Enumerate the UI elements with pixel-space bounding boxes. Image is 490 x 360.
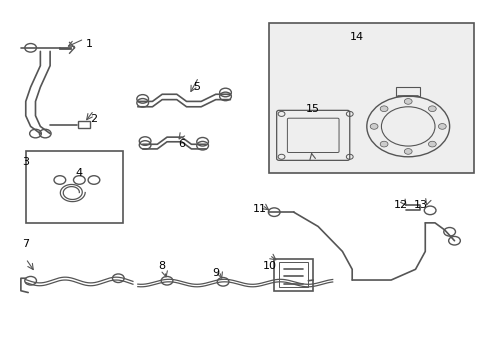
Bar <box>274 258 313 291</box>
Bar <box>396 87 420 96</box>
Text: 15: 15 <box>306 104 320 113</box>
Circle shape <box>404 149 412 154</box>
Text: 14: 14 <box>350 32 364 42</box>
Text: 11: 11 <box>253 203 267 213</box>
Text: 8: 8 <box>159 261 166 271</box>
Text: 13: 13 <box>414 200 427 210</box>
Text: 9: 9 <box>212 268 220 278</box>
Circle shape <box>370 123 378 129</box>
Text: 5: 5 <box>193 82 200 92</box>
Text: 7: 7 <box>22 239 29 249</box>
Text: 10: 10 <box>262 261 276 271</box>
Text: 12: 12 <box>394 200 408 210</box>
Circle shape <box>428 106 436 112</box>
Text: 1: 1 <box>86 39 93 49</box>
Bar <box>270 23 474 173</box>
Text: 6: 6 <box>178 139 185 149</box>
Circle shape <box>380 141 388 147</box>
Circle shape <box>428 141 436 147</box>
Circle shape <box>439 123 446 129</box>
Bar <box>78 121 90 128</box>
Text: 3: 3 <box>22 157 29 167</box>
Circle shape <box>404 99 412 104</box>
Bar <box>26 152 123 223</box>
Text: 4: 4 <box>76 168 83 178</box>
Text: 2: 2 <box>90 114 98 124</box>
Bar <box>279 262 308 287</box>
Circle shape <box>380 106 388 112</box>
